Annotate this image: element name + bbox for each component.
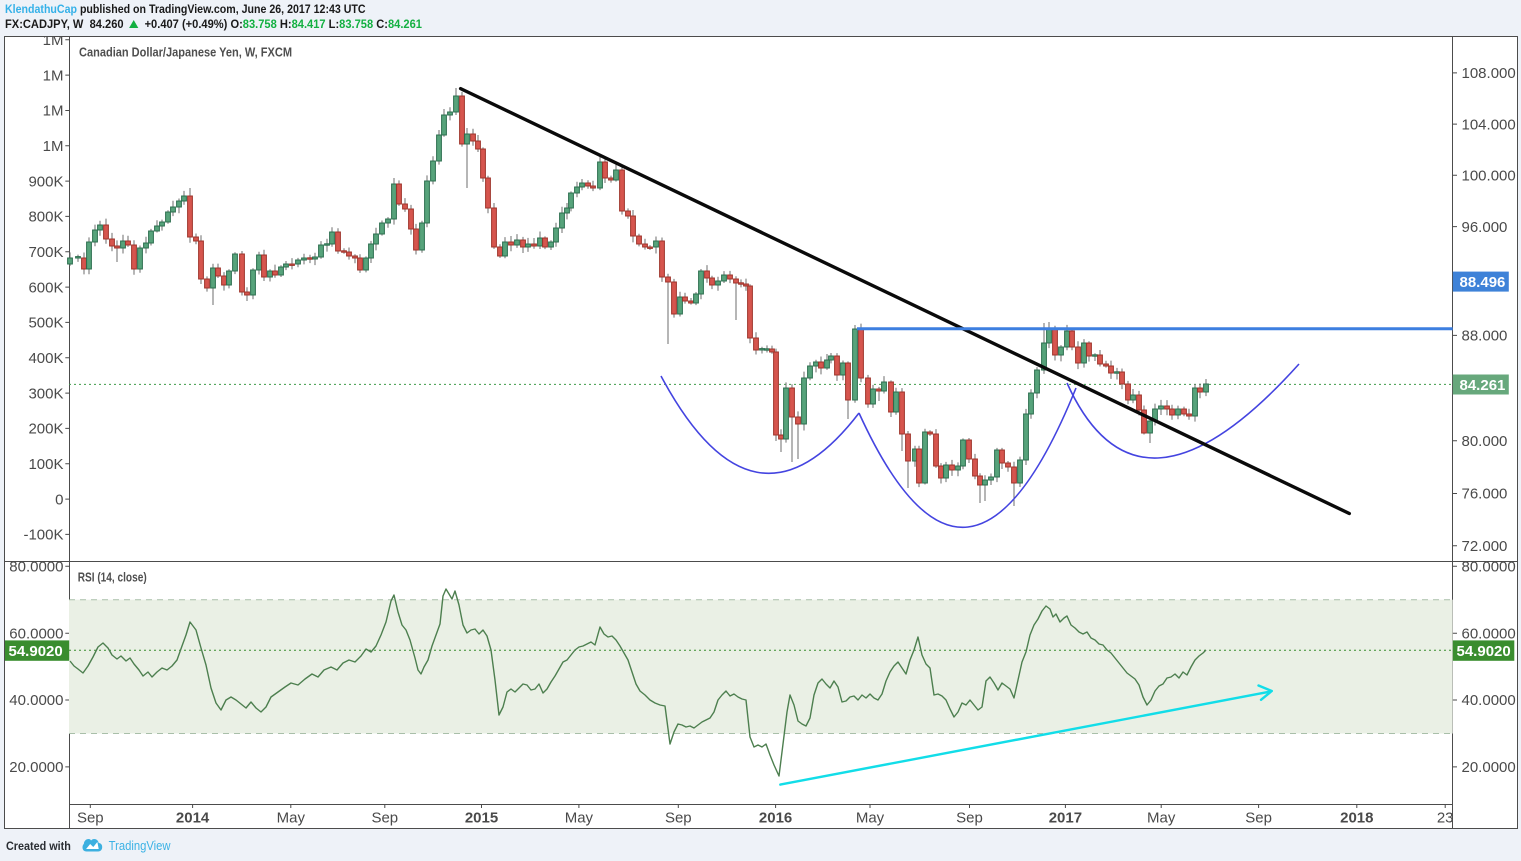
svg-text:100.000: 100.000 (1462, 167, 1516, 184)
svg-text:100K: 100K (28, 456, 63, 473)
svg-text:76.000: 76.000 (1462, 486, 1508, 503)
svg-text:May: May (565, 809, 594, 826)
svg-text:88.000: 88.000 (1462, 328, 1508, 345)
svg-text:20.0000: 20.0000 (9, 759, 63, 776)
svg-text:900K: 900K (28, 173, 63, 190)
svg-text:20.0000: 20.0000 (1462, 759, 1516, 776)
svg-text:72.000: 72.000 (1462, 538, 1508, 555)
svg-text:80.000: 80.000 (1462, 433, 1508, 450)
svg-text:800K: 800K (28, 209, 63, 226)
svg-text:2018: 2018 (1340, 809, 1373, 826)
svg-text:60.0000: 60.0000 (1462, 625, 1516, 642)
svg-text:Sep: Sep (1245, 809, 1272, 826)
svg-text:200K: 200K (28, 421, 63, 438)
svg-text:40.0000: 40.0000 (1462, 692, 1516, 709)
svg-text:1M: 1M (43, 67, 64, 84)
svg-text:96.000: 96.000 (1462, 219, 1508, 236)
svg-text:RSI (14, close): RSI (14, close) (78, 571, 147, 585)
svg-text:80.0000: 80.0000 (1462, 559, 1516, 576)
svg-text:Sep: Sep (956, 809, 983, 826)
svg-text:108.000: 108.000 (1462, 65, 1516, 82)
svg-text:88.496: 88.496 (1460, 274, 1506, 291)
svg-text:1M: 1M (43, 138, 64, 155)
svg-text:Sep: Sep (665, 809, 692, 826)
svg-text:40.0000: 40.0000 (9, 692, 63, 709)
svg-text:54.9020: 54.9020 (9, 643, 63, 660)
svg-text:104.000: 104.000 (1462, 116, 1516, 133)
svg-text:May: May (1147, 809, 1176, 826)
svg-text:Sep: Sep (77, 809, 104, 826)
svg-text:80.0000: 80.0000 (9, 559, 63, 576)
svg-text:May: May (277, 809, 306, 826)
svg-text:Sep: Sep (371, 809, 398, 826)
svg-text:400K: 400K (28, 350, 63, 367)
svg-text:Canadian Dollar/Japanese Yen,: Canadian Dollar/Japanese Yen, W, FXCM (79, 45, 292, 60)
svg-text:0: 0 (55, 491, 63, 508)
svg-text:2015: 2015 (465, 809, 498, 826)
svg-text:84.261: 84.261 (1460, 377, 1506, 394)
svg-text:2016: 2016 (759, 809, 792, 826)
svg-text:23: 23 (1437, 809, 1454, 826)
svg-text:2017: 2017 (1049, 809, 1082, 826)
svg-text:May: May (856, 809, 885, 826)
svg-text:1M: 1M (43, 103, 64, 120)
svg-text:600K: 600K (28, 279, 63, 296)
svg-text:300K: 300K (28, 385, 63, 402)
svg-text:54.9020: 54.9020 (1457, 643, 1511, 660)
svg-text:60.0000: 60.0000 (9, 625, 63, 642)
svg-text:2014: 2014 (176, 809, 210, 826)
svg-text:-100K: -100K (23, 527, 63, 544)
svg-text:500K: 500K (28, 315, 63, 332)
svg-text:700K: 700K (28, 244, 63, 261)
